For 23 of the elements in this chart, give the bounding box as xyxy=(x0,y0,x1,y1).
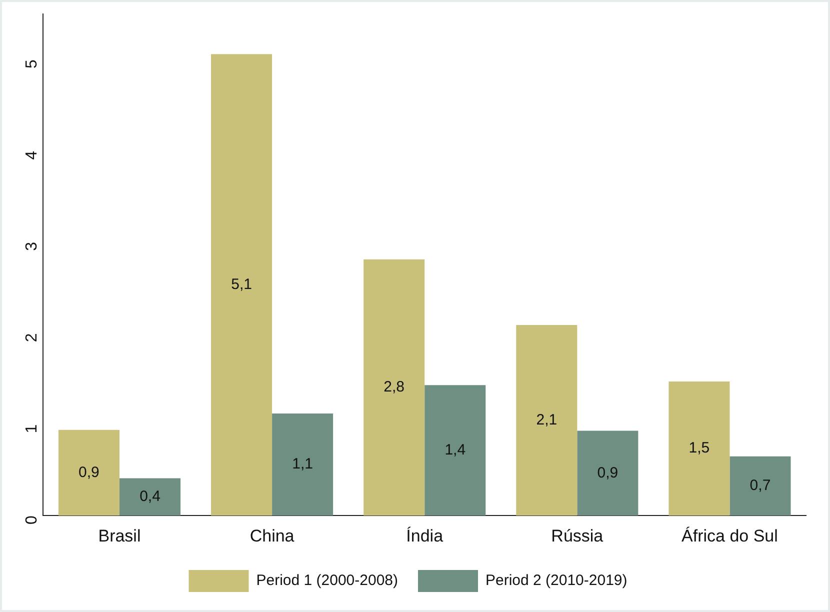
y-tick-label: 3 xyxy=(24,242,41,251)
data-label: 2,1 xyxy=(536,411,558,428)
data-label: 1,5 xyxy=(688,440,710,457)
data-label: 2,8 xyxy=(384,378,405,396)
x-tick-label: Brasil xyxy=(98,526,141,546)
data-label: 5,1 xyxy=(231,276,252,294)
x-tick-label: Rússia xyxy=(551,526,604,546)
data-label: 0,7 xyxy=(750,477,771,494)
legend-label: Period 1 (2000-2008) xyxy=(256,572,398,590)
data-label: 0,4 xyxy=(140,488,160,506)
data-label: 0,9 xyxy=(78,464,100,481)
data-label: 1,1 xyxy=(292,456,313,473)
x-tick-label: China xyxy=(250,526,295,546)
x-tick-label: Índia xyxy=(406,526,444,546)
y-tick-label: 1 xyxy=(24,424,41,434)
x-tick-label: África do Sul xyxy=(682,526,778,546)
data-label: 1,4 xyxy=(444,442,466,459)
y-tick-label: 4 xyxy=(24,150,41,160)
y-tick-label: 0 xyxy=(24,516,41,525)
y-tick-label: 2 xyxy=(24,333,41,342)
data-label: 0,9 xyxy=(597,464,618,482)
legend-label: Period 2 (2010-2019) xyxy=(486,572,628,590)
y-tick-label: 5 xyxy=(24,60,41,69)
